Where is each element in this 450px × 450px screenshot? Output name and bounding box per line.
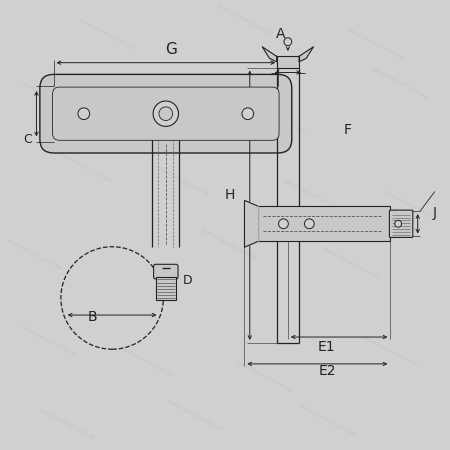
Circle shape [305,219,314,229]
FancyBboxPatch shape [40,74,292,153]
Text: J: J [432,206,436,220]
Text: www.dansni.com.tw: www.dansni.com.tw [361,335,419,369]
Text: www.dansni.com.tw: www.dansni.com.tw [347,27,405,61]
Text: www.dansni.com.tw: www.dansni.com.tw [200,227,258,261]
Text: C: C [23,133,32,146]
Text: www.dansni.com.tw: www.dansni.com.tw [127,90,185,125]
Polygon shape [244,200,258,247]
Text: www.dansni.com.tw: www.dansni.com.tw [117,344,175,378]
Circle shape [159,107,173,121]
Circle shape [242,108,254,120]
Text: www.dansni.com.tw: www.dansni.com.tw [381,188,439,222]
FancyBboxPatch shape [153,264,178,279]
FancyBboxPatch shape [53,87,279,140]
Text: E2: E2 [318,364,336,378]
Circle shape [279,219,288,229]
Text: www.dansni.com.tw: www.dansni.com.tw [322,247,380,281]
Text: www.dansni.com.tw: www.dansni.com.tw [78,18,136,51]
Text: A: A [276,27,285,41]
Circle shape [78,108,90,120]
Text: D: D [183,274,193,288]
Text: E1: E1 [318,340,336,354]
Text: www.dansni.com.tw: www.dansni.com.tw [166,398,224,432]
Text: www.dansni.com.tw: www.dansni.com.tw [234,359,292,393]
Text: www.dansni.com.tw: www.dansni.com.tw [20,81,77,115]
Bar [277,56,299,68]
Text: www.dansni.com.tw: www.dansni.com.tw [298,403,356,437]
Text: www.dansni.com.tw: www.dansni.com.tw [103,261,161,295]
Bar [258,206,390,241]
Text: G: G [165,41,177,57]
Text: H: H [225,189,235,202]
Circle shape [61,247,163,349]
Polygon shape [299,47,314,62]
FancyBboxPatch shape [389,210,413,238]
Text: www.dansni.com.tw: www.dansni.com.tw [215,3,273,37]
Text: www.dansni.com.tw: www.dansni.com.tw [284,179,341,212]
Bar [156,277,176,301]
Text: www.dansni.com.tw: www.dansni.com.tw [54,149,112,183]
Circle shape [153,101,179,126]
Text: B: B [88,310,97,324]
Text: www.dansni.com.tw: www.dansni.com.tw [5,237,63,271]
Text: www.dansni.com.tw: www.dansni.com.tw [249,100,307,134]
Text: www.dansni.com.tw: www.dansni.com.tw [39,408,97,442]
Text: www.dansni.com.tw: www.dansni.com.tw [152,164,209,198]
Text: www.dansni.com.tw: www.dansni.com.tw [371,66,429,100]
Circle shape [284,38,292,45]
Text: www.dansni.com.tw: www.dansni.com.tw [20,325,77,359]
Polygon shape [262,47,277,62]
Text: F: F [344,122,352,136]
Circle shape [395,220,401,227]
